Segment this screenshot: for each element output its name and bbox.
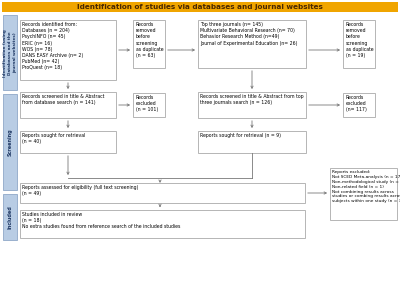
Text: Identification of studies via databases and journal websites: Identification of studies via databases …: [77, 4, 323, 10]
Text: Included: Included: [8, 205, 12, 229]
Text: Top three journals (n= 145)
Multivariate Behavioral Research (n= 70)
Behavior Re: Top three journals (n= 145) Multivariate…: [200, 22, 298, 46]
Text: Records
removed
before
screening
as duplicate
(n = 63): Records removed before screening as dupl…: [136, 22, 163, 58]
FancyBboxPatch shape: [3, 94, 17, 190]
FancyBboxPatch shape: [20, 131, 116, 153]
Text: Screening: Screening: [8, 128, 12, 156]
Text: Identification (using
Databases and the
journal websites): Identification (using Databases and the …: [3, 29, 17, 77]
FancyBboxPatch shape: [20, 20, 116, 80]
FancyBboxPatch shape: [343, 93, 375, 117]
Text: Reports sought for retrieval (n = 9): Reports sought for retrieval (n = 9): [200, 133, 282, 138]
FancyBboxPatch shape: [198, 131, 306, 153]
FancyBboxPatch shape: [133, 93, 165, 117]
Text: Records
excluded
(n = 101): Records excluded (n = 101): [136, 95, 158, 112]
FancyBboxPatch shape: [20, 210, 305, 238]
FancyBboxPatch shape: [20, 183, 305, 203]
FancyBboxPatch shape: [343, 20, 375, 68]
FancyBboxPatch shape: [133, 20, 165, 68]
Text: Records screened in title & Abstract from top
three journals search (n = 126): Records screened in title & Abstract fro…: [200, 94, 304, 105]
FancyBboxPatch shape: [198, 20, 306, 68]
Text: Reports assessed for eligibility (full text screening)
(n = 49): Reports assessed for eligibility (full t…: [22, 185, 139, 196]
FancyBboxPatch shape: [3, 15, 17, 90]
Text: Records
excluded
(n= 117): Records excluded (n= 117): [346, 95, 366, 112]
Text: Reports excluded:
Not SCED Meta-analysis (n = 17)
Non-methodological study (n = : Reports excluded: Not SCED Meta-analysis…: [332, 170, 400, 203]
FancyBboxPatch shape: [330, 168, 397, 220]
Text: Studies included in review
(n = 18)
No extra studies found from reference search: Studies included in review (n = 18) No e…: [22, 212, 181, 229]
Text: Reports sought for retrieval
(n = 40): Reports sought for retrieval (n = 40): [22, 133, 86, 144]
Text: Records
removed
before
screening
as duplicate
(n = 19): Records removed before screening as dupl…: [346, 22, 373, 58]
FancyBboxPatch shape: [2, 2, 398, 12]
FancyBboxPatch shape: [3, 194, 17, 240]
Text: Records identified from:
Databases (n = 204)
PsychINFO (n= 45)
ERIC (n= 16)
WOS : Records identified from: Databases (n = …: [22, 22, 84, 71]
FancyBboxPatch shape: [20, 92, 116, 118]
Text: Records screened in title & Abstract
from database search (n = 141): Records screened in title & Abstract fro…: [22, 94, 105, 105]
FancyBboxPatch shape: [198, 92, 306, 118]
